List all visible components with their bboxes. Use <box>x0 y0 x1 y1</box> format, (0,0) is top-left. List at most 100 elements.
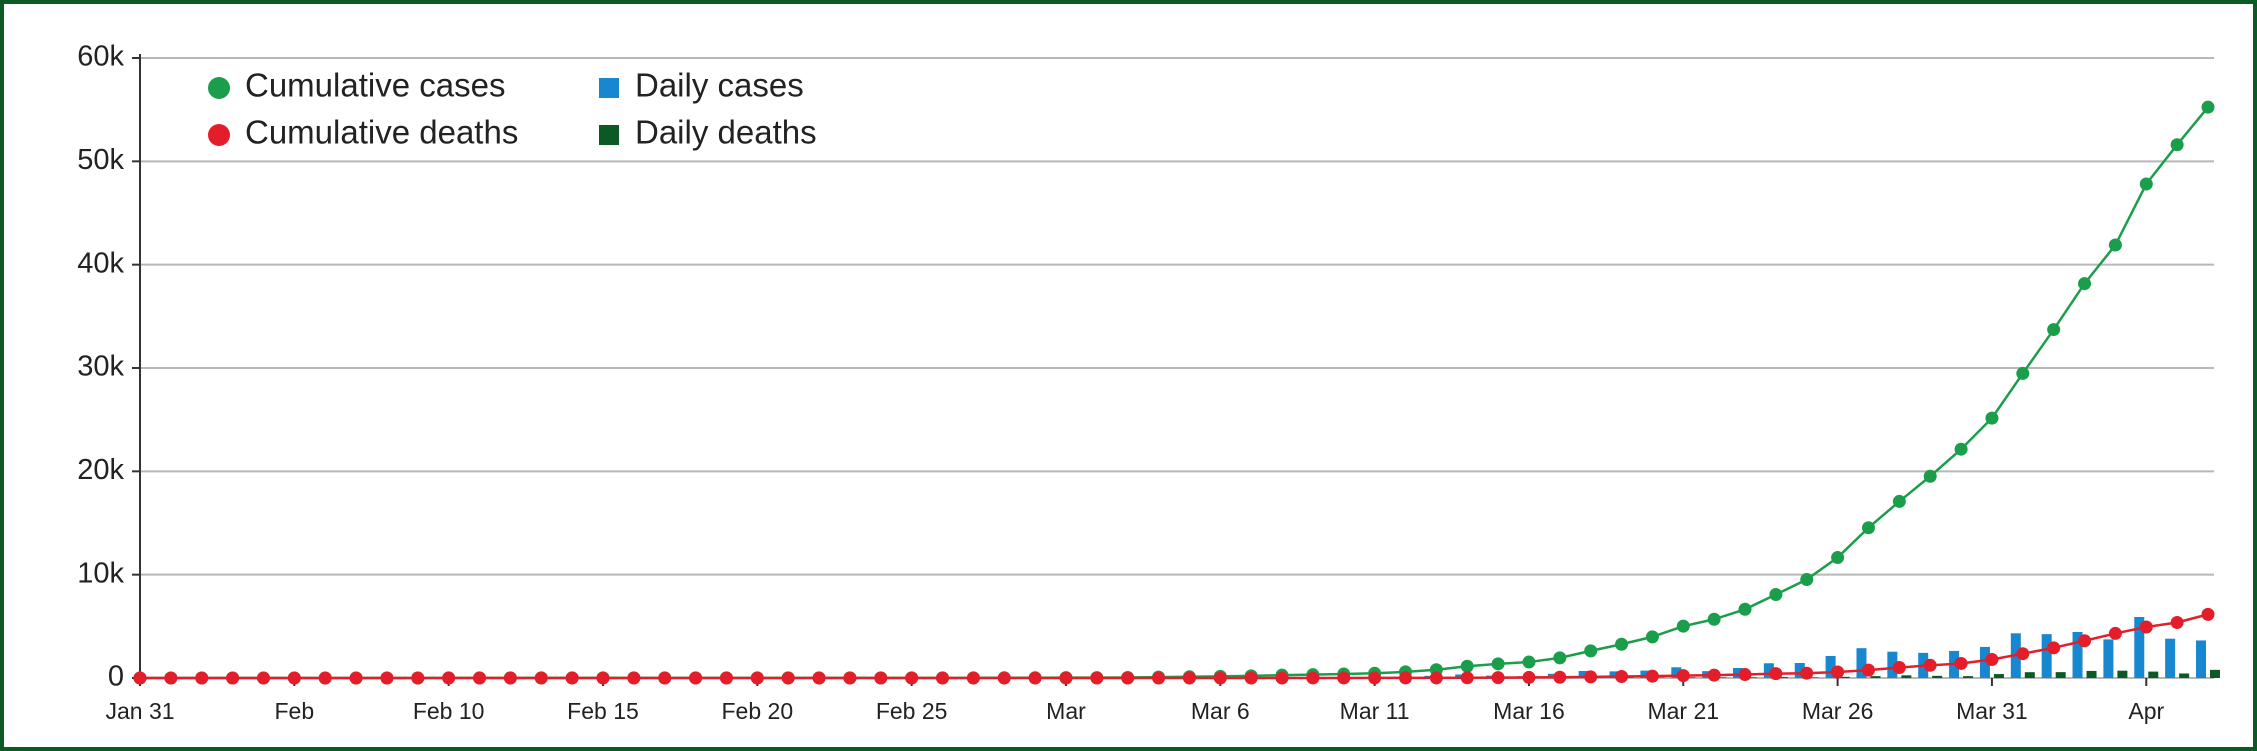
point <box>1923 469 1937 483</box>
point <box>2078 277 2092 291</box>
point <box>1368 671 1382 685</box>
point <box>1460 659 1474 673</box>
point <box>1738 602 1752 616</box>
point <box>997 671 1011 685</box>
point <box>1522 670 1536 684</box>
y-tick-label: 0 <box>108 661 124 693</box>
point <box>411 671 425 685</box>
point <box>1707 668 1721 682</box>
bar <box>2117 670 2128 678</box>
point <box>2108 238 2122 252</box>
point <box>133 671 147 685</box>
point <box>503 671 517 685</box>
y-tick-label: 20k <box>77 454 124 486</box>
bar <box>1547 673 1558 678</box>
bar <box>2196 640 2206 678</box>
point <box>1584 644 1598 658</box>
point <box>2047 323 2061 337</box>
legend-marker <box>208 124 230 146</box>
bar <box>1763 663 1774 678</box>
point <box>966 671 980 685</box>
point <box>1985 411 1999 425</box>
point <box>1244 671 1258 685</box>
legend-label: Cumulative deaths <box>245 114 518 151</box>
point <box>1306 671 1320 685</box>
bar <box>1825 656 1836 678</box>
bar <box>1455 674 1466 678</box>
point <box>1615 670 1629 684</box>
point <box>1923 658 1937 672</box>
point <box>1676 669 1690 683</box>
bar <box>1979 646 1990 678</box>
bar <box>2165 638 2176 678</box>
point <box>1954 656 1968 670</box>
bar <box>1932 675 1943 678</box>
legend-label: Daily deaths <box>635 114 817 151</box>
bar <box>1733 668 1744 678</box>
point <box>287 671 301 685</box>
bar <box>1901 675 1912 678</box>
x-tick-label: Mar <box>1046 698 1086 724</box>
point <box>1491 671 1505 685</box>
x-tick-label: Mar 26 <box>1802 698 1874 724</box>
point <box>843 671 857 685</box>
bar <box>1685 677 1696 678</box>
point <box>1645 630 1659 644</box>
point <box>2139 620 2153 634</box>
point <box>689 671 703 685</box>
point <box>1985 653 1999 667</box>
point <box>936 671 950 685</box>
point <box>1831 665 1845 679</box>
bar <box>2134 617 2145 678</box>
bar <box>2024 672 2035 678</box>
point <box>1831 551 1845 565</box>
point <box>1460 671 1474 685</box>
point <box>1769 588 1783 602</box>
bar <box>1777 677 1788 678</box>
point <box>195 671 209 685</box>
y-tick-label: 10k <box>77 557 124 589</box>
x-tick-label: Mar 21 <box>1647 698 1719 724</box>
bar <box>1640 670 1651 678</box>
point <box>874 671 888 685</box>
point <box>442 671 456 685</box>
bar <box>2072 632 2083 678</box>
point <box>318 671 332 685</box>
bar <box>1671 667 1682 678</box>
point <box>905 671 919 685</box>
bar <box>1747 677 1758 678</box>
bar <box>1578 671 1589 678</box>
x-tick-label: Feb 10 <box>413 698 485 724</box>
point <box>750 671 764 685</box>
x-tick-label: Mar 16 <box>1493 698 1565 724</box>
bar <box>1839 676 1850 678</box>
bar <box>1887 651 1898 678</box>
point <box>1800 666 1814 680</box>
point <box>1275 671 1289 685</box>
point <box>226 671 240 685</box>
point <box>1645 669 1659 683</box>
bar <box>2086 670 2097 678</box>
y-tick-label: 30k <box>77 351 124 383</box>
bar <box>1963 676 1974 678</box>
x-tick-label: Jan 31 <box>105 698 174 724</box>
point <box>1553 651 1567 665</box>
point <box>473 671 487 685</box>
x-tick-label: Mar 31 <box>1956 698 2028 724</box>
legend-marker <box>599 125 619 145</box>
x-tick-label: Feb 15 <box>567 698 639 724</box>
bar <box>2041 634 2052 678</box>
point <box>1213 671 1227 685</box>
point <box>2170 138 2184 152</box>
x-tick-label: Apr <box>2128 698 2164 724</box>
point <box>596 671 610 685</box>
point <box>164 671 178 685</box>
point <box>627 671 641 685</box>
point <box>1738 668 1752 682</box>
point <box>1522 655 1536 669</box>
point <box>1182 671 1196 685</box>
point <box>1954 442 1968 456</box>
bar <box>2148 671 2159 678</box>
